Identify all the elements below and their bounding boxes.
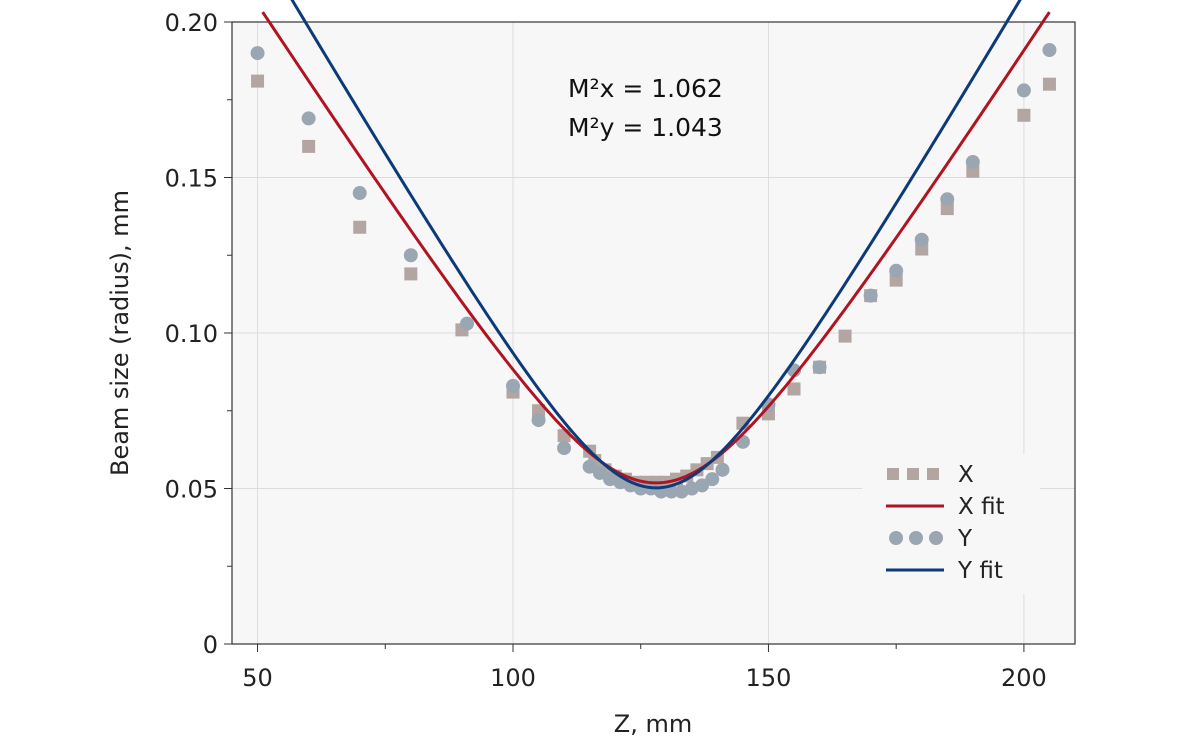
legend-key-y xyxy=(929,531,943,545)
legend: X X fit Y Y fit xyxy=(862,454,1040,594)
legend-keys xyxy=(886,468,944,572)
data-series xyxy=(250,0,1057,499)
y-data-point xyxy=(403,248,418,263)
y-data-point xyxy=(250,46,265,61)
y-data-point xyxy=(863,288,878,303)
x-data-point xyxy=(1017,108,1031,122)
annotation-m2x: M²x = 1.062 xyxy=(568,74,723,103)
legend-key-y xyxy=(889,531,903,545)
x-fit-line xyxy=(261,11,1051,485)
axis-ticks: 50 100 150 200 0 0.05 0.10 0.15 0.20 xyxy=(165,9,1047,692)
y-axis-title: Beam size (radius), mm xyxy=(106,190,134,476)
y-fit-line xyxy=(290,0,1022,490)
x-data-point xyxy=(404,267,418,281)
x-tick-label: 100 xyxy=(490,664,536,692)
y-tick-label: 0.05 xyxy=(165,476,218,504)
legend-key-x xyxy=(887,468,899,480)
legend-label-x: X xyxy=(958,462,974,488)
x-tick-label: 50 xyxy=(242,664,273,692)
y-data-point xyxy=(531,413,546,428)
x-tick-label: 200 xyxy=(1001,664,1047,692)
y-data-point xyxy=(889,263,904,278)
x-data-point xyxy=(838,329,852,343)
y-data-point xyxy=(557,441,572,456)
y-tick-label: 0.15 xyxy=(165,165,218,193)
y-tick-label: 0.10 xyxy=(165,320,218,348)
y-tick-label: 0 xyxy=(203,631,218,659)
legend-key-y xyxy=(909,531,923,545)
legend-key-x xyxy=(927,468,939,480)
legend-label-y: Y xyxy=(957,526,973,552)
legend-key-x xyxy=(907,468,919,480)
y-data-point xyxy=(705,472,720,487)
x-data-point xyxy=(787,382,801,396)
y-data-point xyxy=(965,154,980,169)
x-data-point xyxy=(557,429,571,443)
annotation-m2y: M²y = 1.043 xyxy=(568,113,723,142)
y-data-point xyxy=(664,484,679,499)
legend-label-y-fit: Y fit xyxy=(957,558,1003,584)
y-tick-label: 0.20 xyxy=(165,9,218,37)
x-data-point xyxy=(1042,77,1056,91)
y-data-point xyxy=(695,478,710,493)
x-data-point xyxy=(251,74,265,88)
y-data-point xyxy=(352,186,367,201)
x-data-point xyxy=(302,139,316,153)
x-data-point xyxy=(353,220,367,234)
y-data-point xyxy=(582,459,597,474)
y-data-point xyxy=(1016,83,1031,98)
legend-label-x-fit: X fit xyxy=(958,494,1005,520)
y-data-point xyxy=(301,111,316,126)
y-data-point xyxy=(592,465,607,480)
x-tick-label: 150 xyxy=(746,664,792,692)
y-data-point xyxy=(506,378,520,393)
y-data-point xyxy=(1042,42,1057,57)
y-data-point xyxy=(460,316,475,331)
y-data-point xyxy=(812,360,827,375)
y-data-point xyxy=(940,192,955,207)
y-data-point xyxy=(715,462,730,477)
y-data-point xyxy=(914,232,929,247)
x-axis-title: Z, mm xyxy=(614,710,692,738)
